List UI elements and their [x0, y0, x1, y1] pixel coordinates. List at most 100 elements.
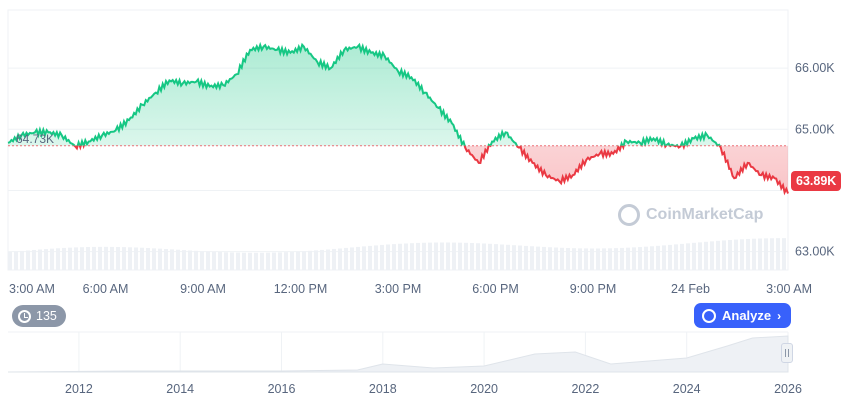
volume-bar [386, 244, 390, 270]
x-tick-label: 12:00 PM [274, 282, 328, 296]
volume-bar [464, 242, 468, 270]
current-price-badge: 63.89K [791, 171, 842, 191]
y-tick-label: 65.00K [795, 122, 835, 136]
volume-bar [116, 246, 120, 270]
volume-bar [308, 250, 312, 270]
x-tick-label: 9:00 AM [180, 282, 226, 296]
volume-bar [74, 247, 78, 270]
volume-bar [296, 251, 300, 270]
volume-bar [410, 243, 414, 270]
volume-bar [20, 250, 24, 270]
volume-bar [26, 250, 30, 270]
volume-bar [152, 248, 156, 270]
volume-bar [290, 251, 294, 270]
navigator-tick-label: 2020 [470, 382, 498, 396]
y-axis-ticks: 66.00K 65.00K 63.00K [795, 61, 835, 259]
volume-bar [266, 252, 270, 270]
volume-bar [782, 238, 786, 270]
volume-bar [620, 247, 624, 270]
volume-bar [584, 248, 588, 270]
volume-bar [662, 245, 666, 270]
volume-bar [602, 248, 606, 270]
analyze-label: Analyze [722, 308, 772, 323]
volume-bar [62, 247, 66, 270]
volume-bar [416, 242, 420, 270]
volume-bar [176, 249, 180, 270]
x-tick-label: 24 Feb [671, 282, 710, 296]
volume-bar [770, 238, 774, 270]
volume-bar [512, 245, 516, 270]
volume-bar [374, 245, 378, 270]
volume-bar [146, 248, 150, 270]
x-tick-label: 6:00 AM [83, 282, 129, 296]
volume-bar [68, 247, 72, 270]
analyze-button[interactable]: Analyze › [694, 303, 792, 328]
volume-bar [728, 239, 732, 270]
volume-bar [320, 249, 324, 270]
volume-bar [596, 248, 600, 270]
navigator-tick-label: 2018 [369, 382, 397, 396]
volume-bar [716, 240, 720, 270]
navigator-handle[interactable] [781, 343, 793, 363]
range-badge[interactable]: 135 [12, 305, 66, 327]
volume-bar [680, 243, 684, 270]
volume-bar [302, 251, 306, 270]
volume-bar [92, 246, 96, 270]
volume-bar [422, 242, 426, 270]
x-tick-label: 3:00 AM [9, 282, 55, 296]
volume-bar [224, 252, 228, 270]
volume-bar [104, 246, 108, 270]
navigator-tick-label: 2022 [571, 382, 599, 396]
x-tick-label: 6:00 PM [472, 282, 519, 296]
volume-bar [752, 238, 756, 270]
volume-bar [122, 247, 126, 270]
navigator-tick-label: 2026 [774, 382, 802, 396]
volume-bar [698, 242, 702, 270]
volume-bar [722, 240, 726, 270]
volume-bar [170, 249, 174, 270]
volume-bar [626, 247, 630, 270]
volume-bar [182, 250, 186, 270]
volume-bar [452, 242, 456, 270]
volume-bar [254, 252, 258, 270]
volume-bar [446, 242, 450, 270]
volume-bar [518, 245, 522, 270]
x-axis-ticks: 3:00 AM 6:00 AM 9:00 AM 12:00 PM 3:00 PM 6:00… [9, 282, 812, 296]
coinmarketcap-logo-icon [618, 204, 640, 226]
navigator-tick-label: 2014 [166, 382, 194, 396]
volume-bar [398, 243, 402, 270]
volume-bar [212, 251, 216, 270]
history-icon [18, 309, 31, 323]
volume-bar [632, 247, 636, 270]
volume-bar [230, 252, 234, 270]
watermark: CoinMarketCap [618, 204, 763, 226]
volume-bar [530, 246, 534, 270]
reference-price-label: 64.73K [16, 132, 54, 146]
navigator-tick-label: 2012 [65, 382, 93, 396]
volume-bar [566, 248, 570, 270]
volume-bar [44, 249, 48, 270]
volume-bar [344, 247, 348, 270]
x-tick-label: 3:00 PM [375, 282, 422, 296]
volume-bar [692, 242, 696, 270]
history-navigator[interactable] [7, 331, 789, 373]
volume-bar [158, 248, 162, 270]
volume-bar [242, 252, 246, 270]
volume-bar [338, 248, 342, 270]
volume-bar [776, 238, 780, 270]
volume-bar [740, 239, 744, 270]
volume-bar [368, 245, 372, 270]
volume-bar [548, 247, 552, 270]
navigator-history-area [7, 335, 789, 373]
volume-bar [506, 244, 510, 270]
volume-bar [278, 252, 282, 270]
volume-bar [614, 248, 618, 270]
volume-bar [608, 248, 612, 270]
volume-bar [590, 248, 594, 270]
volume-bar [332, 248, 336, 270]
volume-bar [746, 238, 750, 270]
volume-bar [470, 243, 474, 270]
volume-bar [524, 245, 528, 270]
navigator-x-ticks: 2012 2014 2016 2018 2020 2022 2024 2026 [65, 382, 802, 396]
